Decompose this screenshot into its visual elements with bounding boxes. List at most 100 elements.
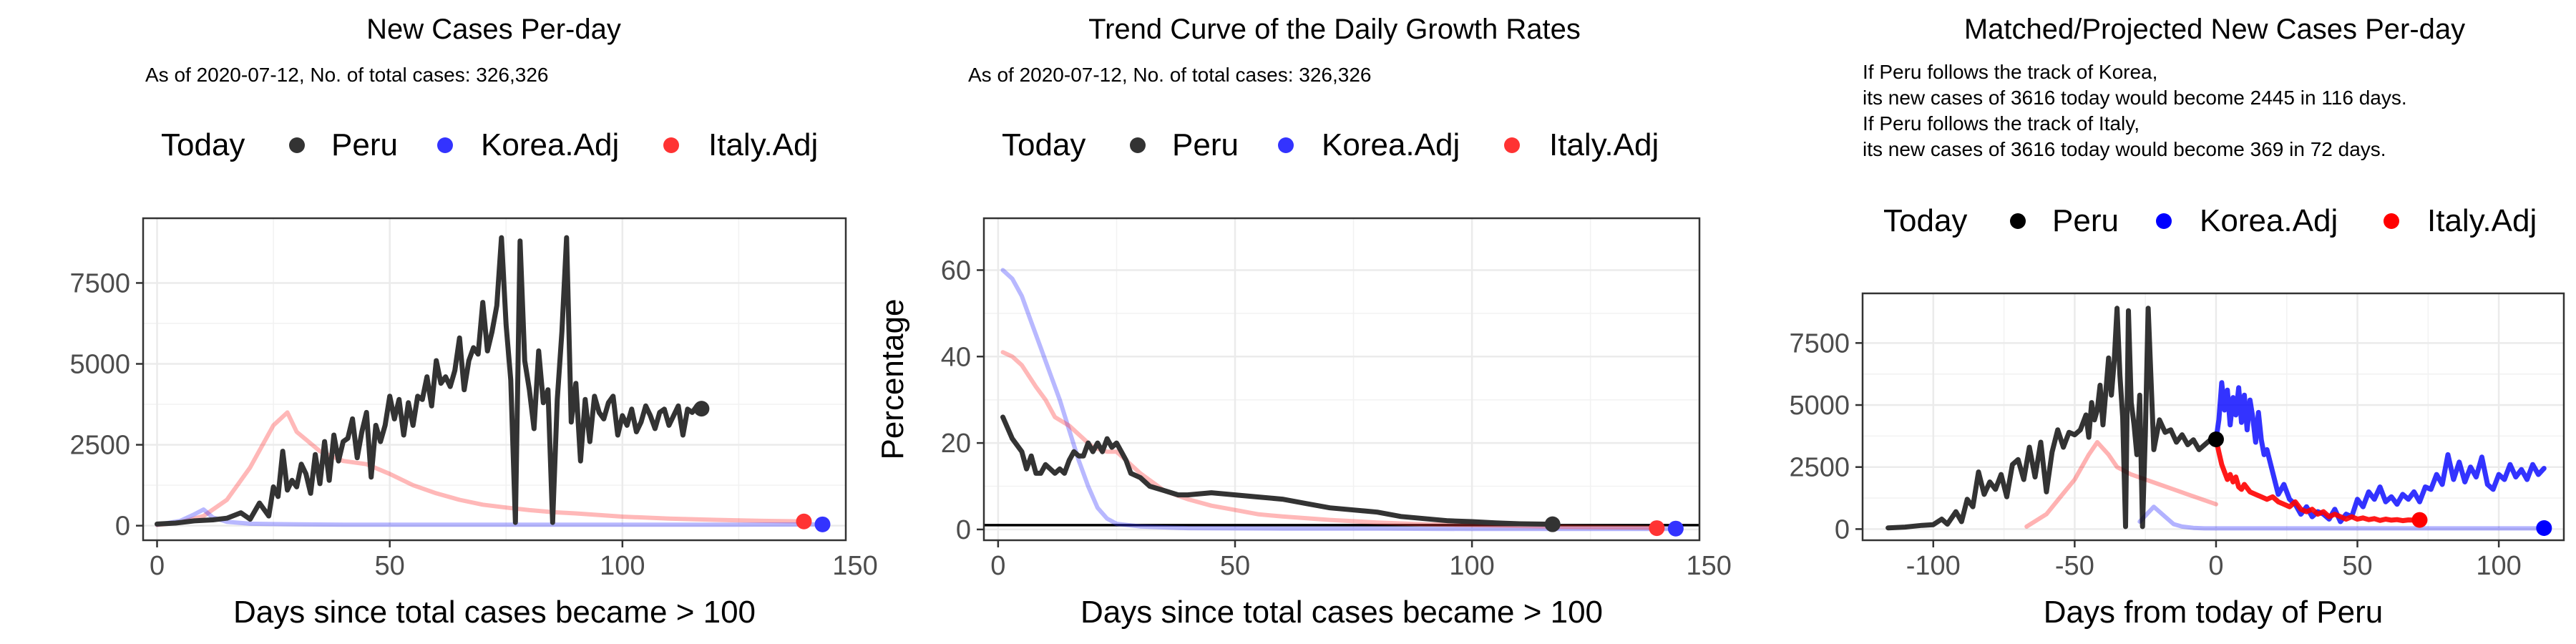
x-axis: 0 50 100 150 Days since total cases beca…: [990, 540, 1732, 630]
plot-background: [143, 218, 846, 540]
legend-key-peru: [1130, 137, 1146, 153]
x-axis: -100 -50 0 50 100 Days from today of Per…: [1906, 540, 2522, 630]
legend-key-peru: [2010, 213, 2026, 229]
series-line-peru: [1000, 414, 1556, 527]
y-tick-label: 5000: [1789, 391, 1850, 421]
series-line-korea-adj: [2213, 380, 2547, 525]
x-axis-label: Days since total cases became > 100: [1080, 595, 1603, 630]
today-point-peru: [693, 401, 710, 417]
today-point-italy-adj: [2411, 512, 2428, 528]
today-point-peru: [1544, 516, 1561, 532]
legend-label-korea: Korea.Adj: [1322, 127, 1460, 162]
plot-area: [982, 217, 1701, 542]
legend-label-peru: Peru: [1172, 127, 1239, 162]
y-tick-label: 2500: [69, 431, 130, 461]
panel-projected-cases: Matched/Projected New Cases Per-day If P…: [1789, 14, 2565, 630]
x-tick-label: 50: [375, 551, 405, 581]
y-tick-label: 20: [941, 429, 971, 459]
y-axis: 0 20 40 60 Percentage: [875, 255, 984, 545]
today-points: [2207, 431, 2552, 537]
x-tick-labels: -100 -50 0 50 100: [1906, 551, 2522, 581]
legend-label-korea: Korea.Adj: [2200, 203, 2338, 238]
y-tick-label: 7500: [69, 268, 130, 298]
x-tick-labels: 0 50 100 150: [150, 551, 878, 581]
x-axis: 0 50 100 150 Days since total cases beca…: [150, 540, 878, 630]
legend-label-peru: Peru: [331, 127, 398, 162]
chart-subtitle-line: its new cases of 3616 today would become…: [1863, 138, 2386, 160]
legend-key-peru: [289, 137, 305, 153]
y-tick-label: 60: [941, 255, 971, 286]
today-point-italy-adj: [1649, 520, 1665, 537]
today-point-italy-adj: [796, 513, 812, 530]
gridlines: [984, 218, 1699, 540]
y-tick-label: 0: [115, 512, 130, 542]
legend-label-italy: Italy.Adj: [2427, 203, 2537, 238]
legend: Today Peru Korea.Adj Italy.Adj: [1002, 127, 1659, 162]
legend-label-korea: Korea.Adj: [481, 127, 619, 162]
y-tick-labels: 0 2500 5000 7500: [69, 268, 130, 541]
legend-label-italy: Italy.Adj: [708, 127, 818, 162]
y-tick-label: 5000: [69, 350, 130, 380]
y-axis: 0 2500 5000 7500: [1789, 328, 1863, 545]
x-ticks: [997, 540, 1473, 547]
gridlines: [1863, 293, 2564, 540]
series-line-italy-adj: [155, 410, 811, 527]
today-point-peru: [2207, 431, 2224, 448]
x-tick-label: 150: [832, 551, 877, 581]
y-ticks: [136, 282, 143, 527]
chart-subtitle-line: its new cases of 3616 today would become…: [1863, 87, 2407, 109]
legend-title: Today: [161, 127, 245, 162]
y-axis-label: Percentage: [875, 298, 910, 459]
chart-subtitle-line: If Peru follows the track of Italy,: [1863, 112, 2140, 135]
series-line-korea-adj: [155, 507, 825, 527]
legend-title: Today: [1883, 203, 1967, 238]
x-tick-label: 0: [990, 551, 1005, 581]
y-tick-label: 0: [1835, 514, 1850, 545]
series-lines: [1000, 268, 1678, 532]
y-tick-labels: 0 2500 5000 7500: [1789, 328, 1850, 545]
series-line-korea-adj-matched: [2137, 504, 2547, 531]
today-points: [693, 401, 831, 532]
today-points: [1544, 516, 1684, 537]
series-line-italy-adj: [2213, 436, 2422, 524]
y-tick-label: 0: [956, 515, 971, 545]
x-tick-labels: 0 50 100 150: [990, 551, 1732, 581]
series-lines: [155, 235, 825, 527]
x-tick-label: 100: [600, 551, 645, 581]
y-ticks: [977, 269, 984, 531]
legend-key-korea: [2156, 213, 2172, 229]
x-tick-label: -100: [1906, 551, 1961, 581]
gridlines: [143, 218, 846, 540]
y-tick-label: 2500: [1789, 453, 1850, 483]
series-lines: [1885, 306, 2547, 531]
y-axis: 0 2500 5000 7500: [69, 268, 143, 542]
x-axis-label: Days since total cases became > 100: [233, 595, 756, 630]
plot-area: [142, 217, 847, 542]
panel-new-cases: New Cases Per-day As of 2020-07-12, No. …: [69, 14, 877, 630]
x-tick-label: 100: [2476, 551, 2521, 581]
x-tick-label: -50: [2055, 551, 2094, 581]
plot-border: [142, 217, 847, 542]
x-tick-label: 150: [1687, 551, 1732, 581]
x-ticks: [156, 540, 624, 547]
chart-title: Trend Curve of the Daily Growth Rates: [1088, 14, 1581, 45]
legend-key-italy: [663, 137, 679, 153]
legend-key-italy: [2384, 213, 2399, 229]
y-tick-label: 7500: [1789, 328, 1850, 358]
y-tick-label: 40: [941, 342, 971, 372]
legend-key-korea: [437, 137, 453, 153]
legend: Today Peru Korea.Adj Italy.Adj: [1883, 203, 2537, 238]
today-point-korea-adj: [814, 516, 831, 532]
y-tick-labels: 0 20 40 60: [941, 255, 971, 545]
x-tick-label: 0: [2208, 551, 2223, 581]
legend-key-italy: [1504, 137, 1520, 153]
chart-subtitle: As of 2020-07-12, No. of total cases: 32…: [968, 64, 1371, 86]
chart-subtitle: As of 2020-07-12, No. of total cases: 32…: [145, 64, 548, 86]
x-tick-label: 100: [1449, 551, 1494, 581]
x-ticks: [1932, 540, 2500, 547]
series-line-peru: [1885, 306, 2219, 531]
series-line-korea-adj: [1000, 268, 1678, 532]
today-point-korea-adj: [2536, 520, 2552, 537]
chart-subtitle-line: If Peru follows the track of Korea,: [1863, 61, 2157, 83]
